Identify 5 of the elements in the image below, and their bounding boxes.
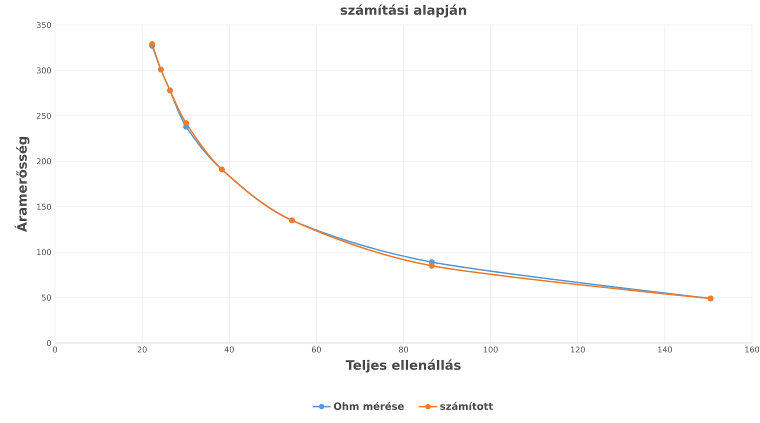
x-axis-title: Teljes ellenállás [346, 359, 461, 373]
legend-label: Ohm mérése [334, 402, 404, 410]
chart-title: számítási alapján [340, 4, 466, 18]
legend-label: számított [440, 402, 493, 410]
y-axis-title: Áramerősség [14, 137, 30, 232]
